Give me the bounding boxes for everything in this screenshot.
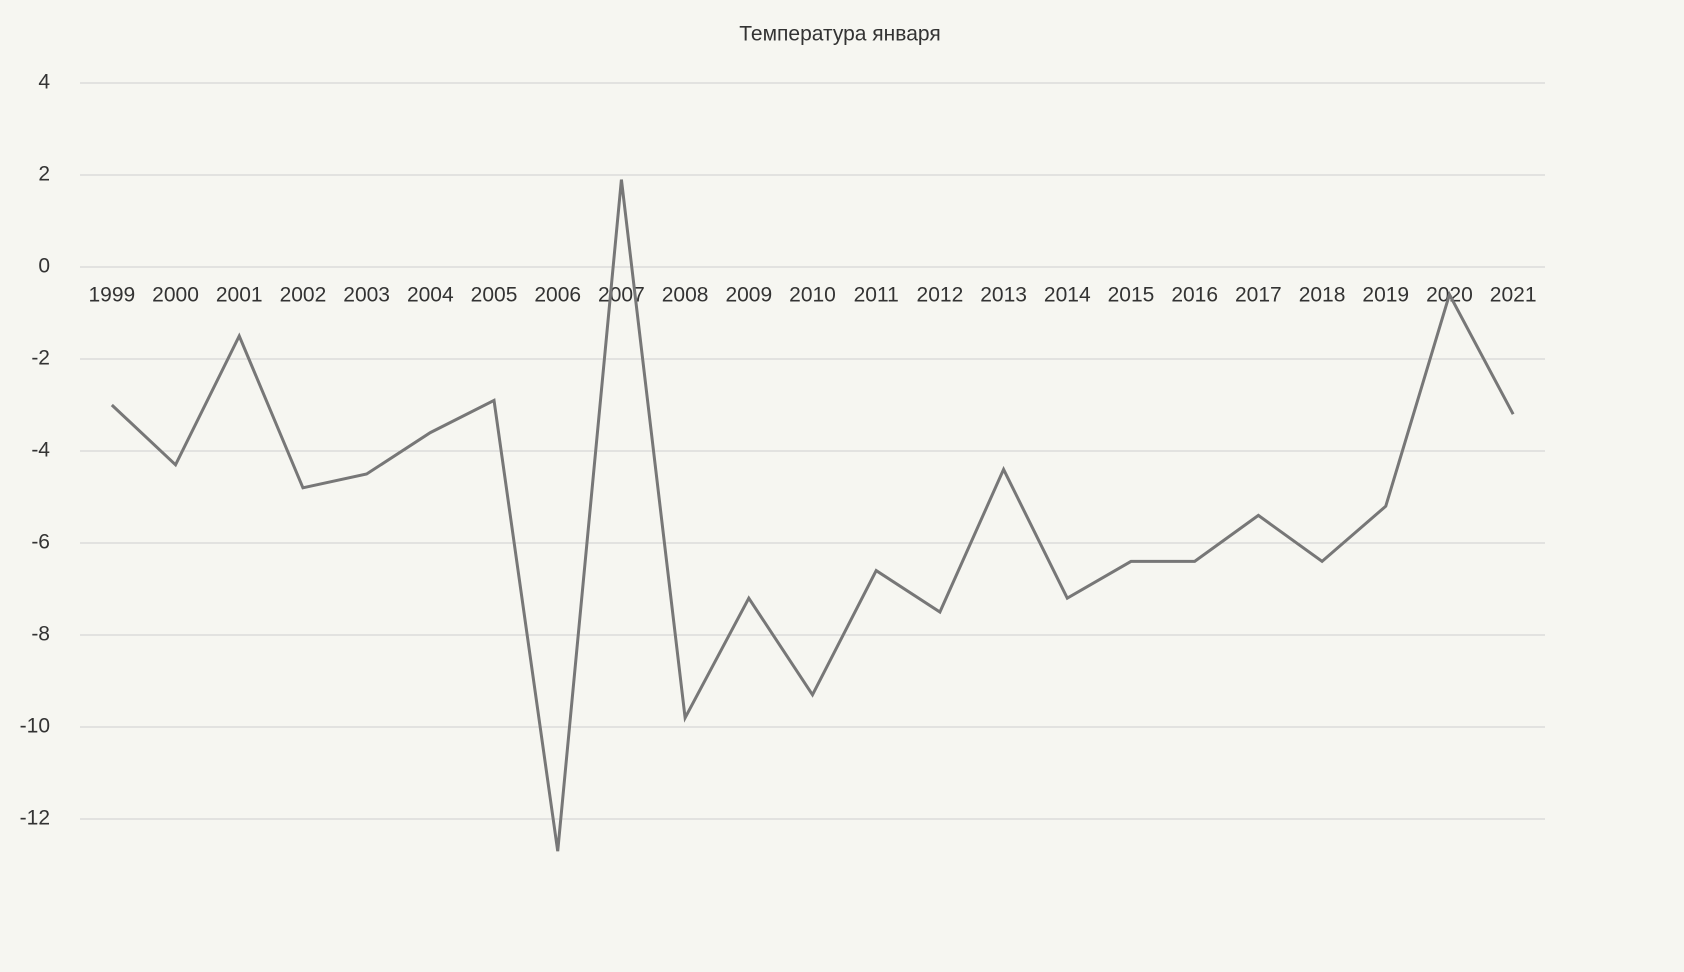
x-tick-label: 2006 xyxy=(534,284,581,307)
y-tick-label: 0 xyxy=(38,255,50,278)
x-tick-label: 2013 xyxy=(980,284,1027,307)
x-tick-label: 2012 xyxy=(917,284,964,307)
x-tick-label: 2001 xyxy=(216,284,263,307)
x-tick-label: 2007 xyxy=(598,284,645,307)
x-tick-label: 2019 xyxy=(1362,284,1409,307)
x-tick-label: 2003 xyxy=(343,284,390,307)
chart-title: Температура января xyxy=(739,23,940,46)
y-tick-label: 4 xyxy=(38,71,50,94)
x-tick-label: 2011 xyxy=(854,284,899,307)
y-tick-label: -2 xyxy=(31,347,50,370)
x-tick-label: 2009 xyxy=(725,284,772,307)
x-tick-label: 1999 xyxy=(88,284,135,307)
y-tick-label: 2 xyxy=(38,163,50,186)
x-tick-label: 2004 xyxy=(407,284,454,307)
y-tick-label: -6 xyxy=(31,531,50,554)
x-tick-label: 2018 xyxy=(1299,284,1346,307)
x-tick-label: 2002 xyxy=(280,284,327,307)
data-line xyxy=(110,179,1515,852)
x-tick-label: 2000 xyxy=(152,284,199,307)
x-tick-label: 2008 xyxy=(662,284,709,307)
x-tick-label: 2010 xyxy=(789,284,836,307)
x-tick-label: 2016 xyxy=(1171,284,1218,307)
y-tick-label: -4 xyxy=(31,439,50,462)
x-tick-label: 2015 xyxy=(1108,284,1155,307)
x-tick-label: 2014 xyxy=(1044,284,1091,307)
x-tick-label: 2005 xyxy=(471,284,518,307)
x-tick-label: 2021 xyxy=(1490,284,1537,307)
x-tick-label: 2017 xyxy=(1235,284,1282,307)
y-tick-label: -8 xyxy=(31,623,50,646)
y-tick-label: -12 xyxy=(20,807,50,830)
y-tick-label: -10 xyxy=(20,715,50,738)
